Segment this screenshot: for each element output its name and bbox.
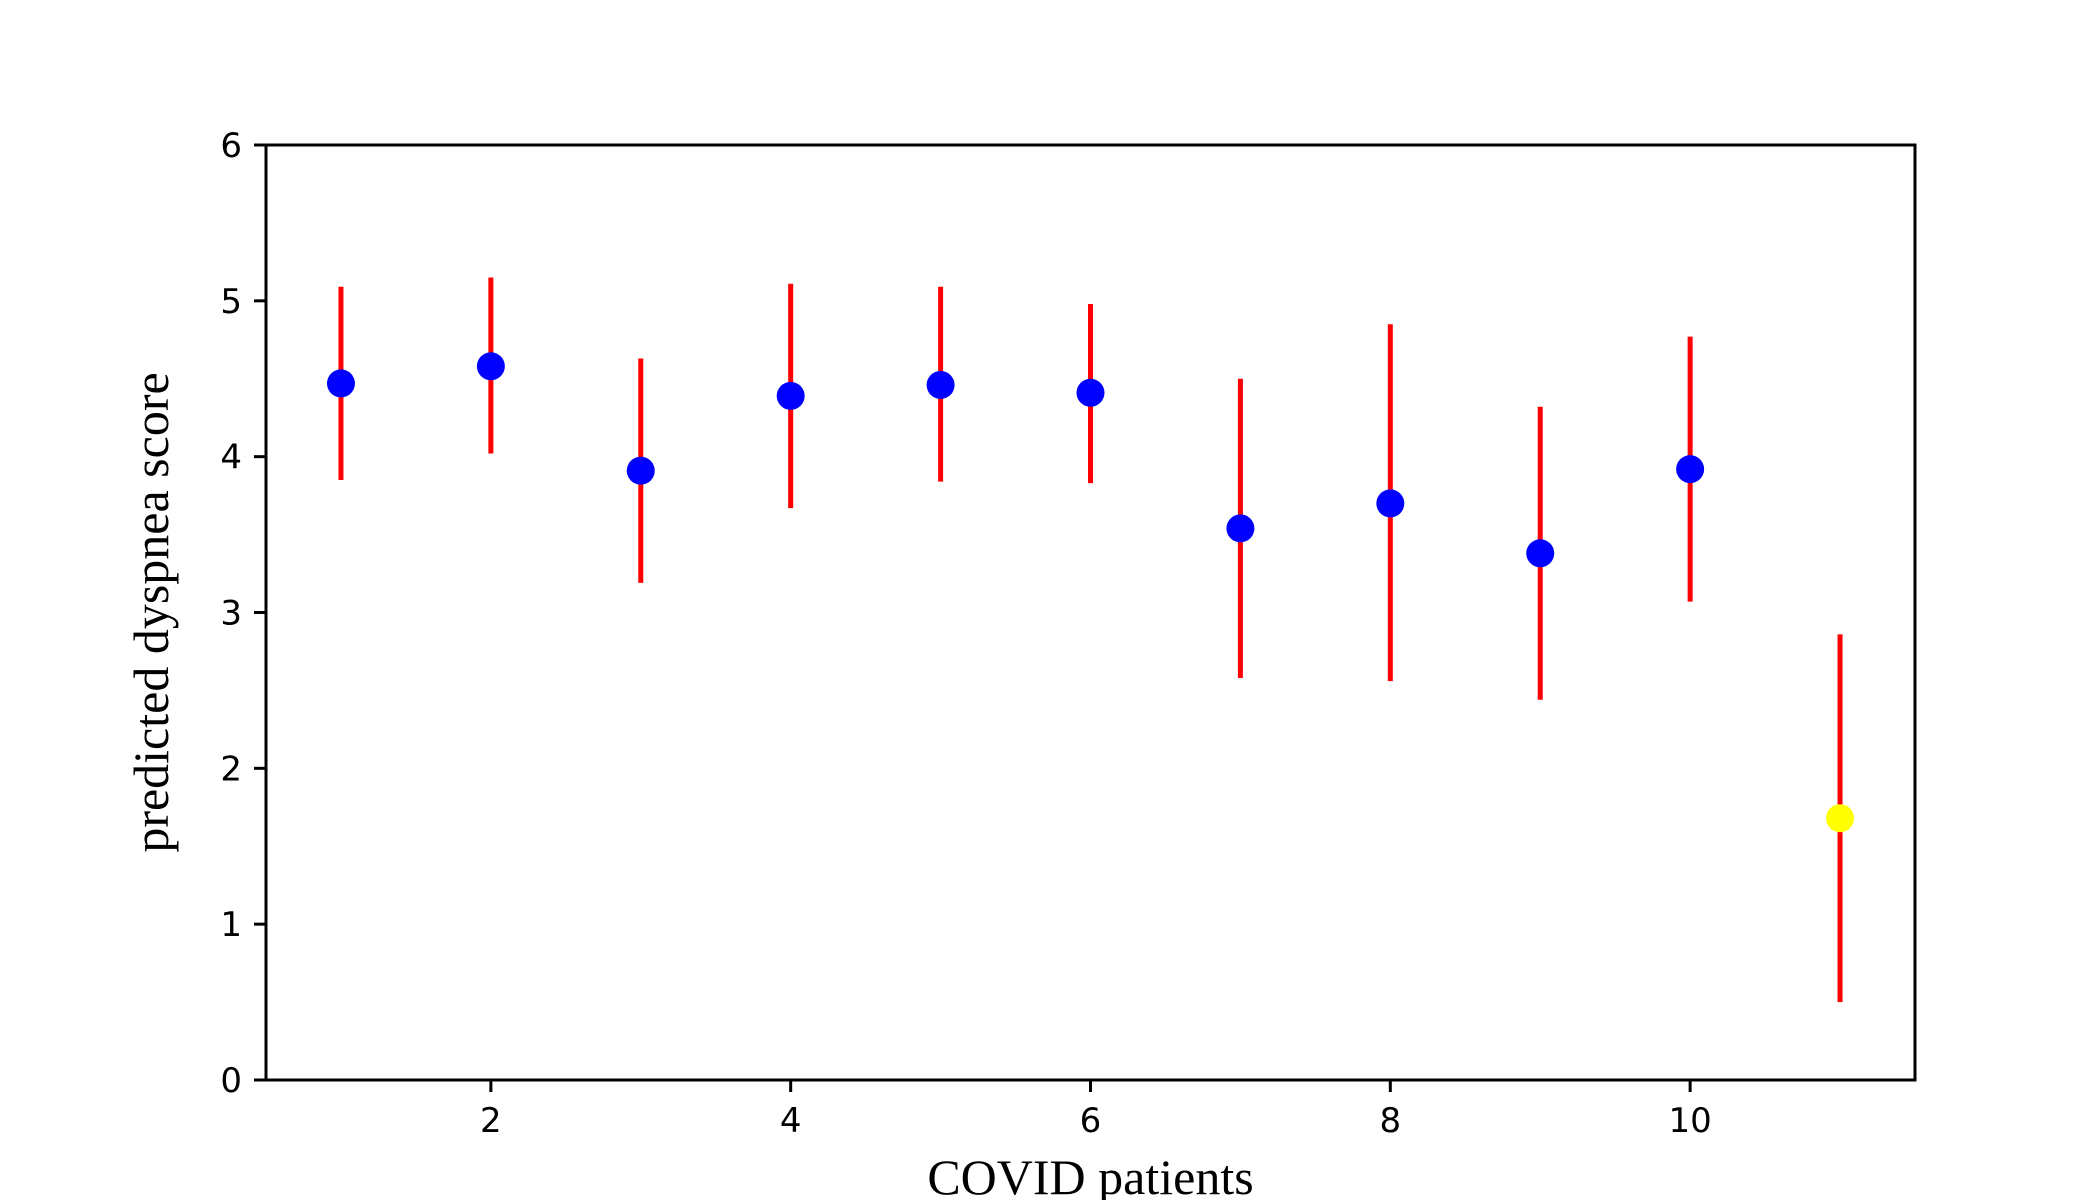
data-point-1 <box>326 369 355 398</box>
y-tick-label-2: 2 <box>220 749 242 789</box>
y-axis-label: predicted dyspnea score <box>123 372 179 852</box>
data-point-4 <box>776 381 805 410</box>
x-axis-ticks: 2 4 6 8 10 <box>480 1080 1712 1141</box>
data-point-3 <box>626 456 655 485</box>
x-tick-label-4: 4 <box>780 1101 802 1141</box>
x-axis-label: COVID patients <box>927 1149 1253 1200</box>
y-tick-label-3: 3 <box>220 594 242 634</box>
y-axis-ticks: 0 1 2 3 4 5 6 <box>220 126 266 1101</box>
data-point-11 <box>1826 804 1855 833</box>
x-tick-label-6: 6 <box>1080 1101 1102 1141</box>
data-point-7 <box>1226 514 1255 543</box>
data-point-10 <box>1676 455 1705 484</box>
y-tick-label-5: 5 <box>220 282 242 322</box>
x-tick-label-10: 10 <box>1669 1101 1712 1141</box>
x-tick-label-2: 2 <box>480 1101 502 1141</box>
y-tick-label-6: 6 <box>220 126 242 166</box>
data-point-8 <box>1376 489 1405 518</box>
data-point-9 <box>1526 539 1555 568</box>
data-point-5 <box>926 370 955 399</box>
data-point-2 <box>476 352 505 381</box>
y-tick-label-1: 1 <box>220 905 242 945</box>
y-tick-label-4: 4 <box>220 438 242 478</box>
data-point-6 <box>1076 378 1105 407</box>
point-group <box>326 352 1855 833</box>
axes-frame <box>264 143 1917 1082</box>
x-tick-label-8: 8 <box>1379 1101 1401 1141</box>
y-tick-label-0: 0 <box>220 1061 242 1101</box>
